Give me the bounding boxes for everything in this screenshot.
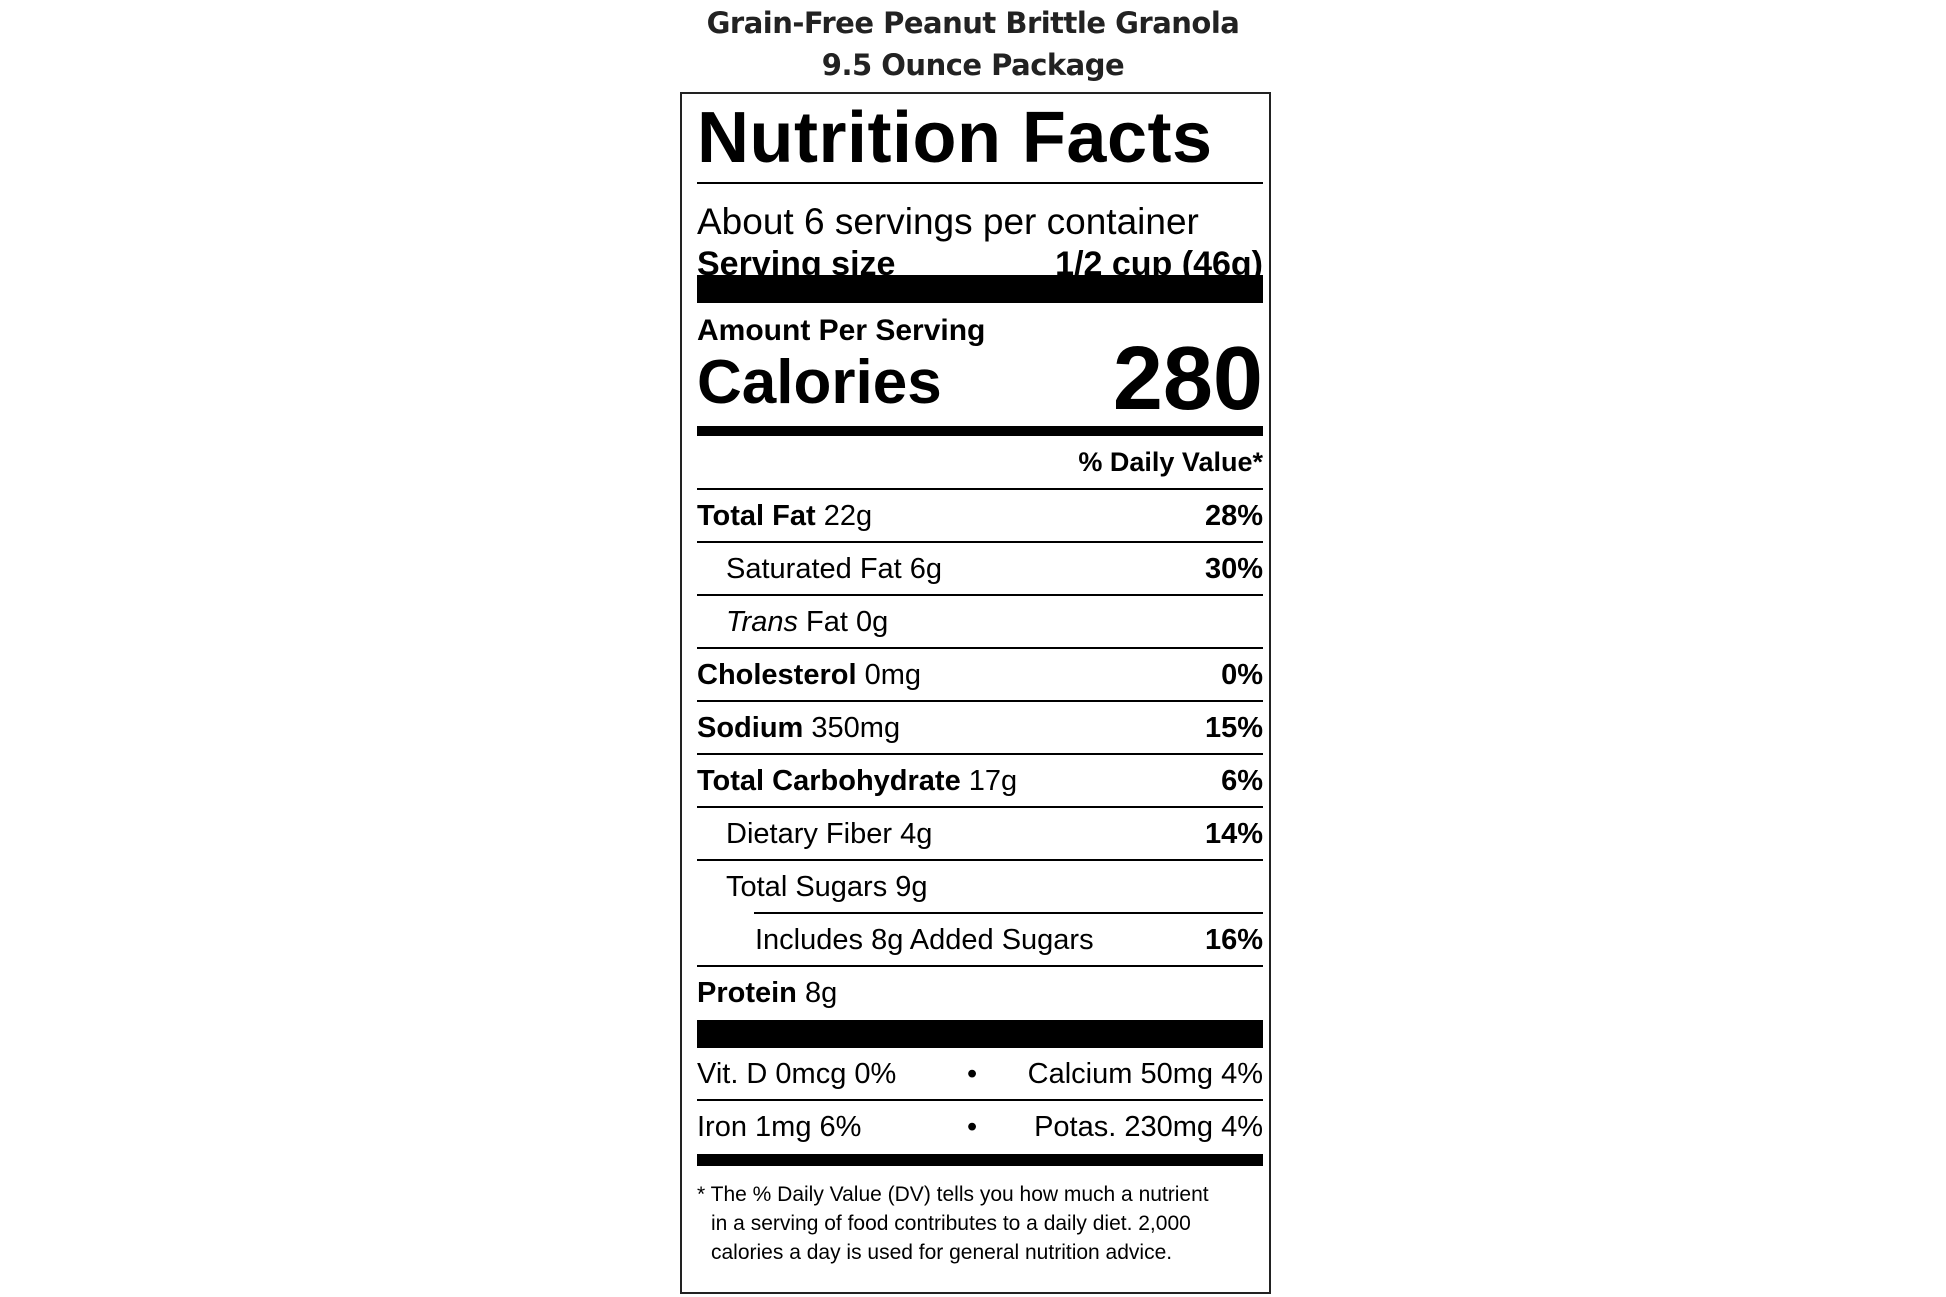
servings-per-container: About 6 servings per container <box>697 201 1199 242</box>
medium-divider <box>697 426 1263 436</box>
thick-divider <box>697 1020 1263 1048</box>
calories-section: Amount Per Serving Calories 280 <box>697 303 1263 429</box>
nutrient-row-trans-fat: Trans Fat 0g <box>697 596 1263 649</box>
nutrient-row-protein: Protein 8g <box>697 977 838 1009</box>
nutrient-row-cholesterol: Cholesterol 0mg 0% <box>697 649 1263 702</box>
thick-divider <box>697 275 1263 303</box>
vitamin-row: Iron 1mg 6% • Potas. 230mg 4% <box>697 1111 1263 1143</box>
nutrient-row-total-fat: Total Fat 22g 28% <box>697 490 1263 543</box>
calories-value: 280 <box>1112 329 1263 429</box>
medium-divider <box>697 1154 1263 1166</box>
vitamin-row: Vit. D 0mcg 0% • Calcium 50mg 4% <box>697 1048 1263 1101</box>
nutrient-row-added-sugars: Includes 8g Added Sugars 16% <box>697 914 1263 967</box>
nutrient-row-sodium: Sodium 350mg 15% <box>697 702 1263 755</box>
serving-size-value: 1/2 cup (46g) <box>1055 245 1263 283</box>
serving-size-label: Serving size <box>697 245 896 283</box>
product-name: Grain-Free Peanut Brittle Granola <box>706 6 1240 40</box>
daily-value-header: % Daily Value* <box>697 436 1263 490</box>
nutrient-row-dietary-fiber: Dietary Fiber 4g 14% <box>697 808 1263 861</box>
package-size: 9.5 Ounce Package <box>821 48 1125 82</box>
footnote: * The % Daily Value (DV) tells you how m… <box>697 1183 1209 1264</box>
label-title: Nutrition Facts <box>697 98 1213 178</box>
nutrient-row-saturated-fat: Saturated Fat 6g 30% <box>697 543 1263 596</box>
calories-label: Calories <box>697 348 942 417</box>
nutrient-row-total-carbohydrate: Total Carbohydrate 17g 6% <box>697 755 1263 808</box>
divider <box>697 182 1263 184</box>
nutrition-facts-label: Nutrition Facts About 6 servings per con… <box>680 92 1271 1294</box>
amount-per-serving: Amount Per Serving <box>697 314 986 347</box>
nutrient-row-total-sugars: Total Sugars 9g <box>697 861 1263 914</box>
serving-info: About 6 servings per container Serving s… <box>697 184 1263 283</box>
